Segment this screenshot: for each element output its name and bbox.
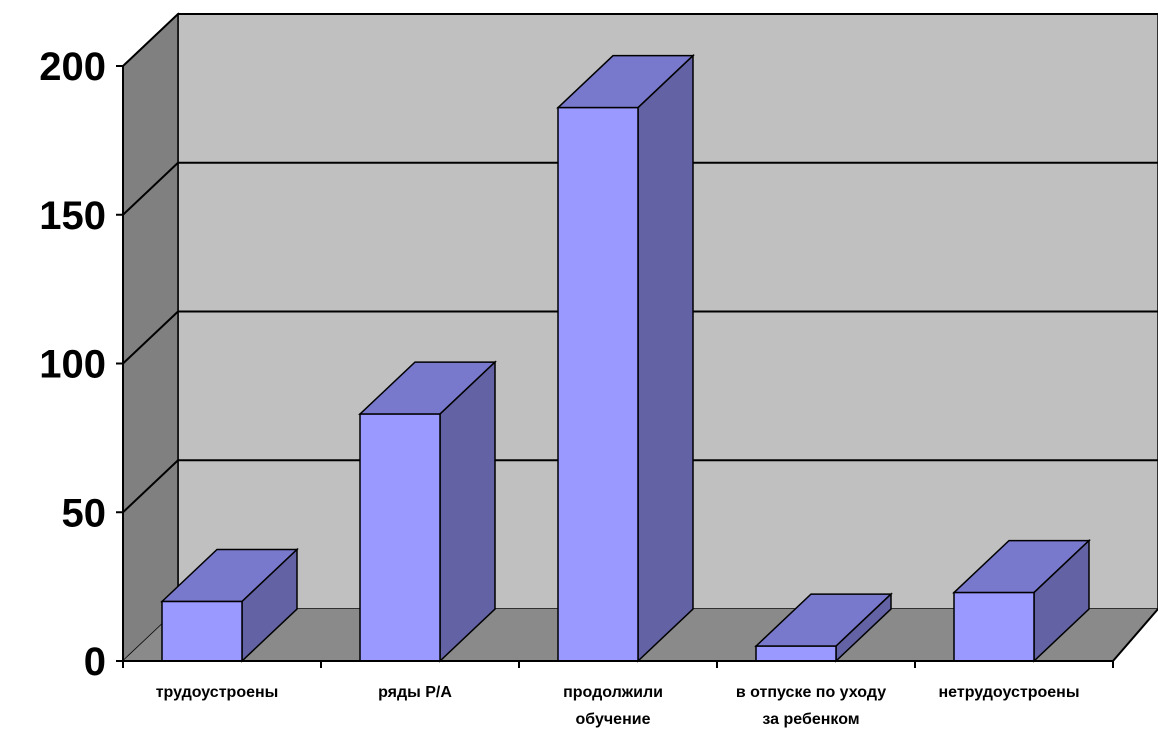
- gridline: [122, 161, 1158, 216]
- gridlines: [122, 13, 1158, 513]
- bar: [556, 53, 695, 663]
- bar-front: [953, 591, 1035, 662]
- gridline: [122, 310, 1158, 365]
- bar: [160, 547, 299, 663]
- bar-side: [637, 53, 694, 663]
- x-tick-label: ряды Р/А: [378, 684, 452, 701]
- bar-front: [755, 645, 837, 662]
- y-tick-labels: 0 50 100 150 200: [39, 45, 106, 684]
- bar-front: [359, 413, 441, 662]
- y-tick-label: 200: [39, 45, 106, 89]
- x-tick-label-line: ряды Р/А: [378, 684, 452, 701]
- x-tick-label: трудоустроены: [156, 684, 279, 701]
- bars: [160, 53, 1091, 663]
- x-tick-label: продолжили обучение: [563, 684, 663, 728]
- gridline: [122, 459, 1158, 513]
- axes: [116, 65, 1158, 668]
- y-tick-label: 100: [39, 343, 106, 387]
- y-tick-label: 0: [84, 640, 106, 684]
- bar: [754, 592, 893, 663]
- bar-front: [557, 106, 639, 662]
- x-tick-label-line: за ребенком: [762, 711, 859, 728]
- x-tick-label-line: нетрудоустроены: [939, 684, 1080, 701]
- x-tick-label-line: обучение: [576, 711, 651, 728]
- x-tick-labels: трудоустроены ряды Р/А продолжили обучение в…: [156, 684, 1080, 728]
- bar: [952, 538, 1091, 663]
- bar: [358, 360, 497, 663]
- gridline: [122, 13, 1158, 67]
- x-tick-label-line: продолжили: [563, 684, 663, 701]
- y-tick-label: 50: [62, 491, 107, 535]
- bar-side: [439, 360, 496, 663]
- x-tick-label: в отпуске по уходу за ребенком: [736, 684, 886, 728]
- y-tick-label: 150: [39, 194, 106, 238]
- floor-edge-line: [1112, 608, 1158, 662]
- x-tick-label-line: в отпуске по уходу: [736, 684, 886, 701]
- x-tick-label-line: трудоустроены: [156, 684, 279, 701]
- bar-front: [161, 600, 243, 662]
- x-tick-label: нетрудоустроены: [939, 684, 1080, 701]
